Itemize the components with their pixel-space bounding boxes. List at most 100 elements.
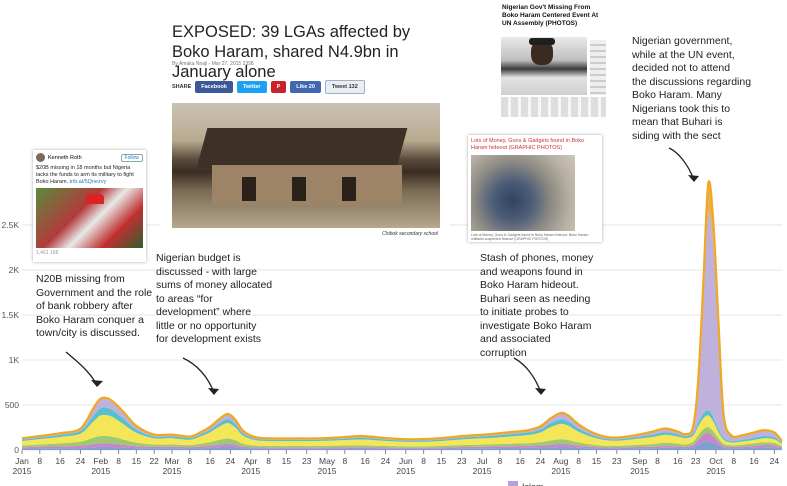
x-tick-year: 2015	[473, 466, 492, 476]
follow-button: Follow	[120, 153, 143, 162]
x-tick-label: 8	[731, 456, 736, 466]
x-tick-label: 15	[132, 456, 142, 466]
series-area-0	[22, 440, 782, 450]
y-tick-label: 500	[5, 400, 19, 410]
series-area-3	[22, 414, 782, 447]
x-tick-label: 24	[226, 456, 236, 466]
annotation-arrow-3	[668, 147, 695, 181]
tweet-screenshot: Kenneth Roth Follow $20B missing in 18 m…	[33, 150, 146, 262]
x-tick-label: 23	[302, 456, 312, 466]
annotation-arrow-0	[65, 351, 98, 386]
y-tick-label: 2K	[9, 265, 20, 275]
annotation-arrow-2	[513, 357, 542, 394]
x-tick-year: 2015	[630, 466, 649, 476]
avatar	[36, 153, 45, 162]
x-tick-label: 24	[381, 456, 391, 466]
total-outline	[21, 180, 783, 442]
x-tick-label: 24	[536, 456, 546, 466]
tweet-count-button: Tweet 132	[324, 80, 365, 94]
annotation-stash: Stash of phones, money and weapons found …	[480, 252, 594, 359]
x-tick-label: 16	[515, 456, 525, 466]
x-tick-year: 2015	[91, 466, 110, 476]
x-tick-label: 8	[116, 456, 121, 466]
x-tick-label: 15	[282, 456, 292, 466]
x-tick-label: 23	[457, 456, 467, 466]
tweet-text: $20B missing in 18 months but Nigeria la…	[33, 165, 146, 188]
x-tick-year: 2015	[706, 466, 725, 476]
hideout-photo-caption: Lots of Money, Guns & Gadgets found in B…	[471, 233, 589, 241]
x-tick-label: 16	[205, 456, 215, 466]
article-screenshot: EXPOSED: 39 LGAs affected by Boko Haram,…	[160, 0, 450, 246]
tweet-stats: 1,461 168	[36, 250, 59, 256]
x-tick-label: 15	[437, 456, 447, 466]
hideout-article-title: Lots of Money, Guns & Gadgets found in B…	[471, 138, 585, 151]
x-tick-label: 16	[673, 456, 683, 466]
like-button: Like 20	[290, 81, 321, 93]
tweet-body: $20B missing in 18 months but Nigeria la…	[36, 165, 134, 185]
x-tick-year: 2015	[241, 466, 260, 476]
y-tick-label: 1K	[9, 355, 20, 365]
annotation-arrows	[65, 147, 699, 395]
x-tick-label: 24	[76, 456, 86, 466]
annotation-arrowhead-1	[208, 388, 219, 395]
x-tick-label: 8	[187, 456, 192, 466]
legend-label: Islam	[522, 482, 544, 486]
y-tick-label: 2.5K	[2, 220, 20, 230]
un-article-screenshot: Nigerian Gov't Missing From Boko Haram C…	[498, 0, 608, 124]
x-tick-label: 22	[149, 456, 159, 466]
pinterest-icon: P	[270, 81, 287, 93]
legend-swatch	[508, 481, 518, 486]
buhari-photo	[501, 37, 587, 95]
series-area-2	[22, 426, 782, 448]
x-tick-label: 8	[497, 456, 502, 466]
x-tick-year: 2015	[163, 466, 182, 476]
burned-school-photo	[172, 103, 440, 228]
x-tick-label: Feb	[93, 456, 108, 466]
x-tick-label: 8	[576, 456, 581, 466]
x-tick-label: 8	[266, 456, 271, 466]
article-meta: By Amaka Nnaji - Mar 27, 2015 2398	[172, 61, 254, 67]
y-tick-label: 1.5K	[2, 310, 20, 320]
x-tick-label: 23	[691, 456, 701, 466]
annotation-n20b: N20B missing from Government and the role…	[36, 273, 153, 339]
x-tick-label: Sep	[632, 456, 647, 466]
x-tick-label: 8	[342, 456, 347, 466]
share-label: SHARE	[172, 84, 192, 90]
x-tick-label: 23	[612, 456, 622, 466]
annotation-arrow-1	[182, 357, 215, 394]
x-tick-label: 16	[55, 456, 65, 466]
sidebar-thumbnails	[590, 40, 606, 95]
x-tick-label: Apr	[244, 456, 257, 466]
annotation-arrowhead-0	[91, 380, 103, 387]
tweet-link: trib.al/5Qnezvy	[69, 179, 107, 185]
annotation-un: Nigerian government, while at the UN even…	[632, 35, 752, 142]
x-tick-label: Oct	[709, 456, 723, 466]
x-tick-year: 2015	[551, 466, 570, 476]
x-tick-label: 8	[37, 456, 42, 466]
hideout-article-screenshot: Lots of Money, Guns & Gadgets found in B…	[468, 135, 602, 242]
photo-caption: Chibok secondary school	[382, 231, 438, 237]
x-tick-label: Aug	[553, 456, 568, 466]
x-tick-label: 16	[749, 456, 759, 466]
facebook-button: Facebook	[195, 81, 233, 93]
series-area-1	[22, 432, 782, 449]
y-axis: 0 500 1K 1.5K 2K 2.5K	[2, 220, 20, 455]
annotation-arrowhead-2	[535, 388, 546, 395]
share-strip	[501, 97, 606, 117]
x-tick-label: Mar	[165, 456, 180, 466]
x-tick-label: Jun	[399, 456, 413, 466]
x-tick-label: 24	[770, 456, 780, 466]
x-tick-label: 15	[592, 456, 602, 466]
article-title: EXPOSED: 39 LGAs affected by Boko Haram,…	[172, 23, 411, 81]
x-tick-year: 2015	[318, 466, 337, 476]
x-tick-label: Jan	[15, 456, 29, 466]
hideout-photo	[471, 155, 575, 231]
tweet-photo	[36, 188, 143, 248]
annotation-budget: Nigerian budget is discussed - with large…	[156, 252, 273, 345]
x-tick-year: 2015	[396, 466, 415, 476]
x-tick-year: 2015	[13, 466, 32, 476]
y-tick-label: 0	[14, 445, 19, 455]
un-article-title: Nigerian Gov't Missing From Boko Haram C…	[502, 4, 599, 27]
share-bar: SHARE Facebook Twitter P Like 20 Tweet 1…	[172, 80, 365, 94]
